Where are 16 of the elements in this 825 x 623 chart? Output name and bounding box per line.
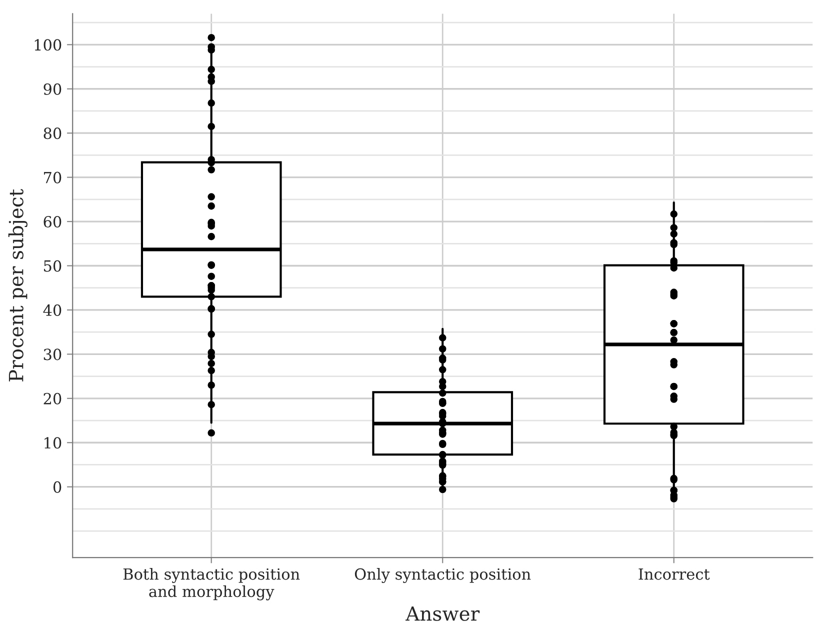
y-tick-label: 80 xyxy=(44,128,62,140)
x-tick-label: Incorrect xyxy=(638,568,710,580)
y-tick-label: 70 xyxy=(44,172,62,184)
y-axis-title: Procent per subject xyxy=(8,188,28,382)
x-tick-label: Only syntactic position xyxy=(354,568,531,584)
y-tick-label: 60 xyxy=(44,216,62,228)
y-tick-label: 50 xyxy=(44,260,62,272)
y-tick-label: 30 xyxy=(44,348,62,360)
y-tick-label: 20 xyxy=(44,392,62,404)
y-tick-label: 100 xyxy=(34,39,62,51)
y-tick-label: 10 xyxy=(44,437,62,449)
y-tick-label: 0 xyxy=(53,481,62,493)
y-tick-label: 40 xyxy=(43,304,62,316)
x-tick-label: Both syntactic position and morphology xyxy=(123,568,300,600)
y-tick-label: 90 xyxy=(44,83,62,95)
x-axis-title: Answer xyxy=(406,606,480,621)
